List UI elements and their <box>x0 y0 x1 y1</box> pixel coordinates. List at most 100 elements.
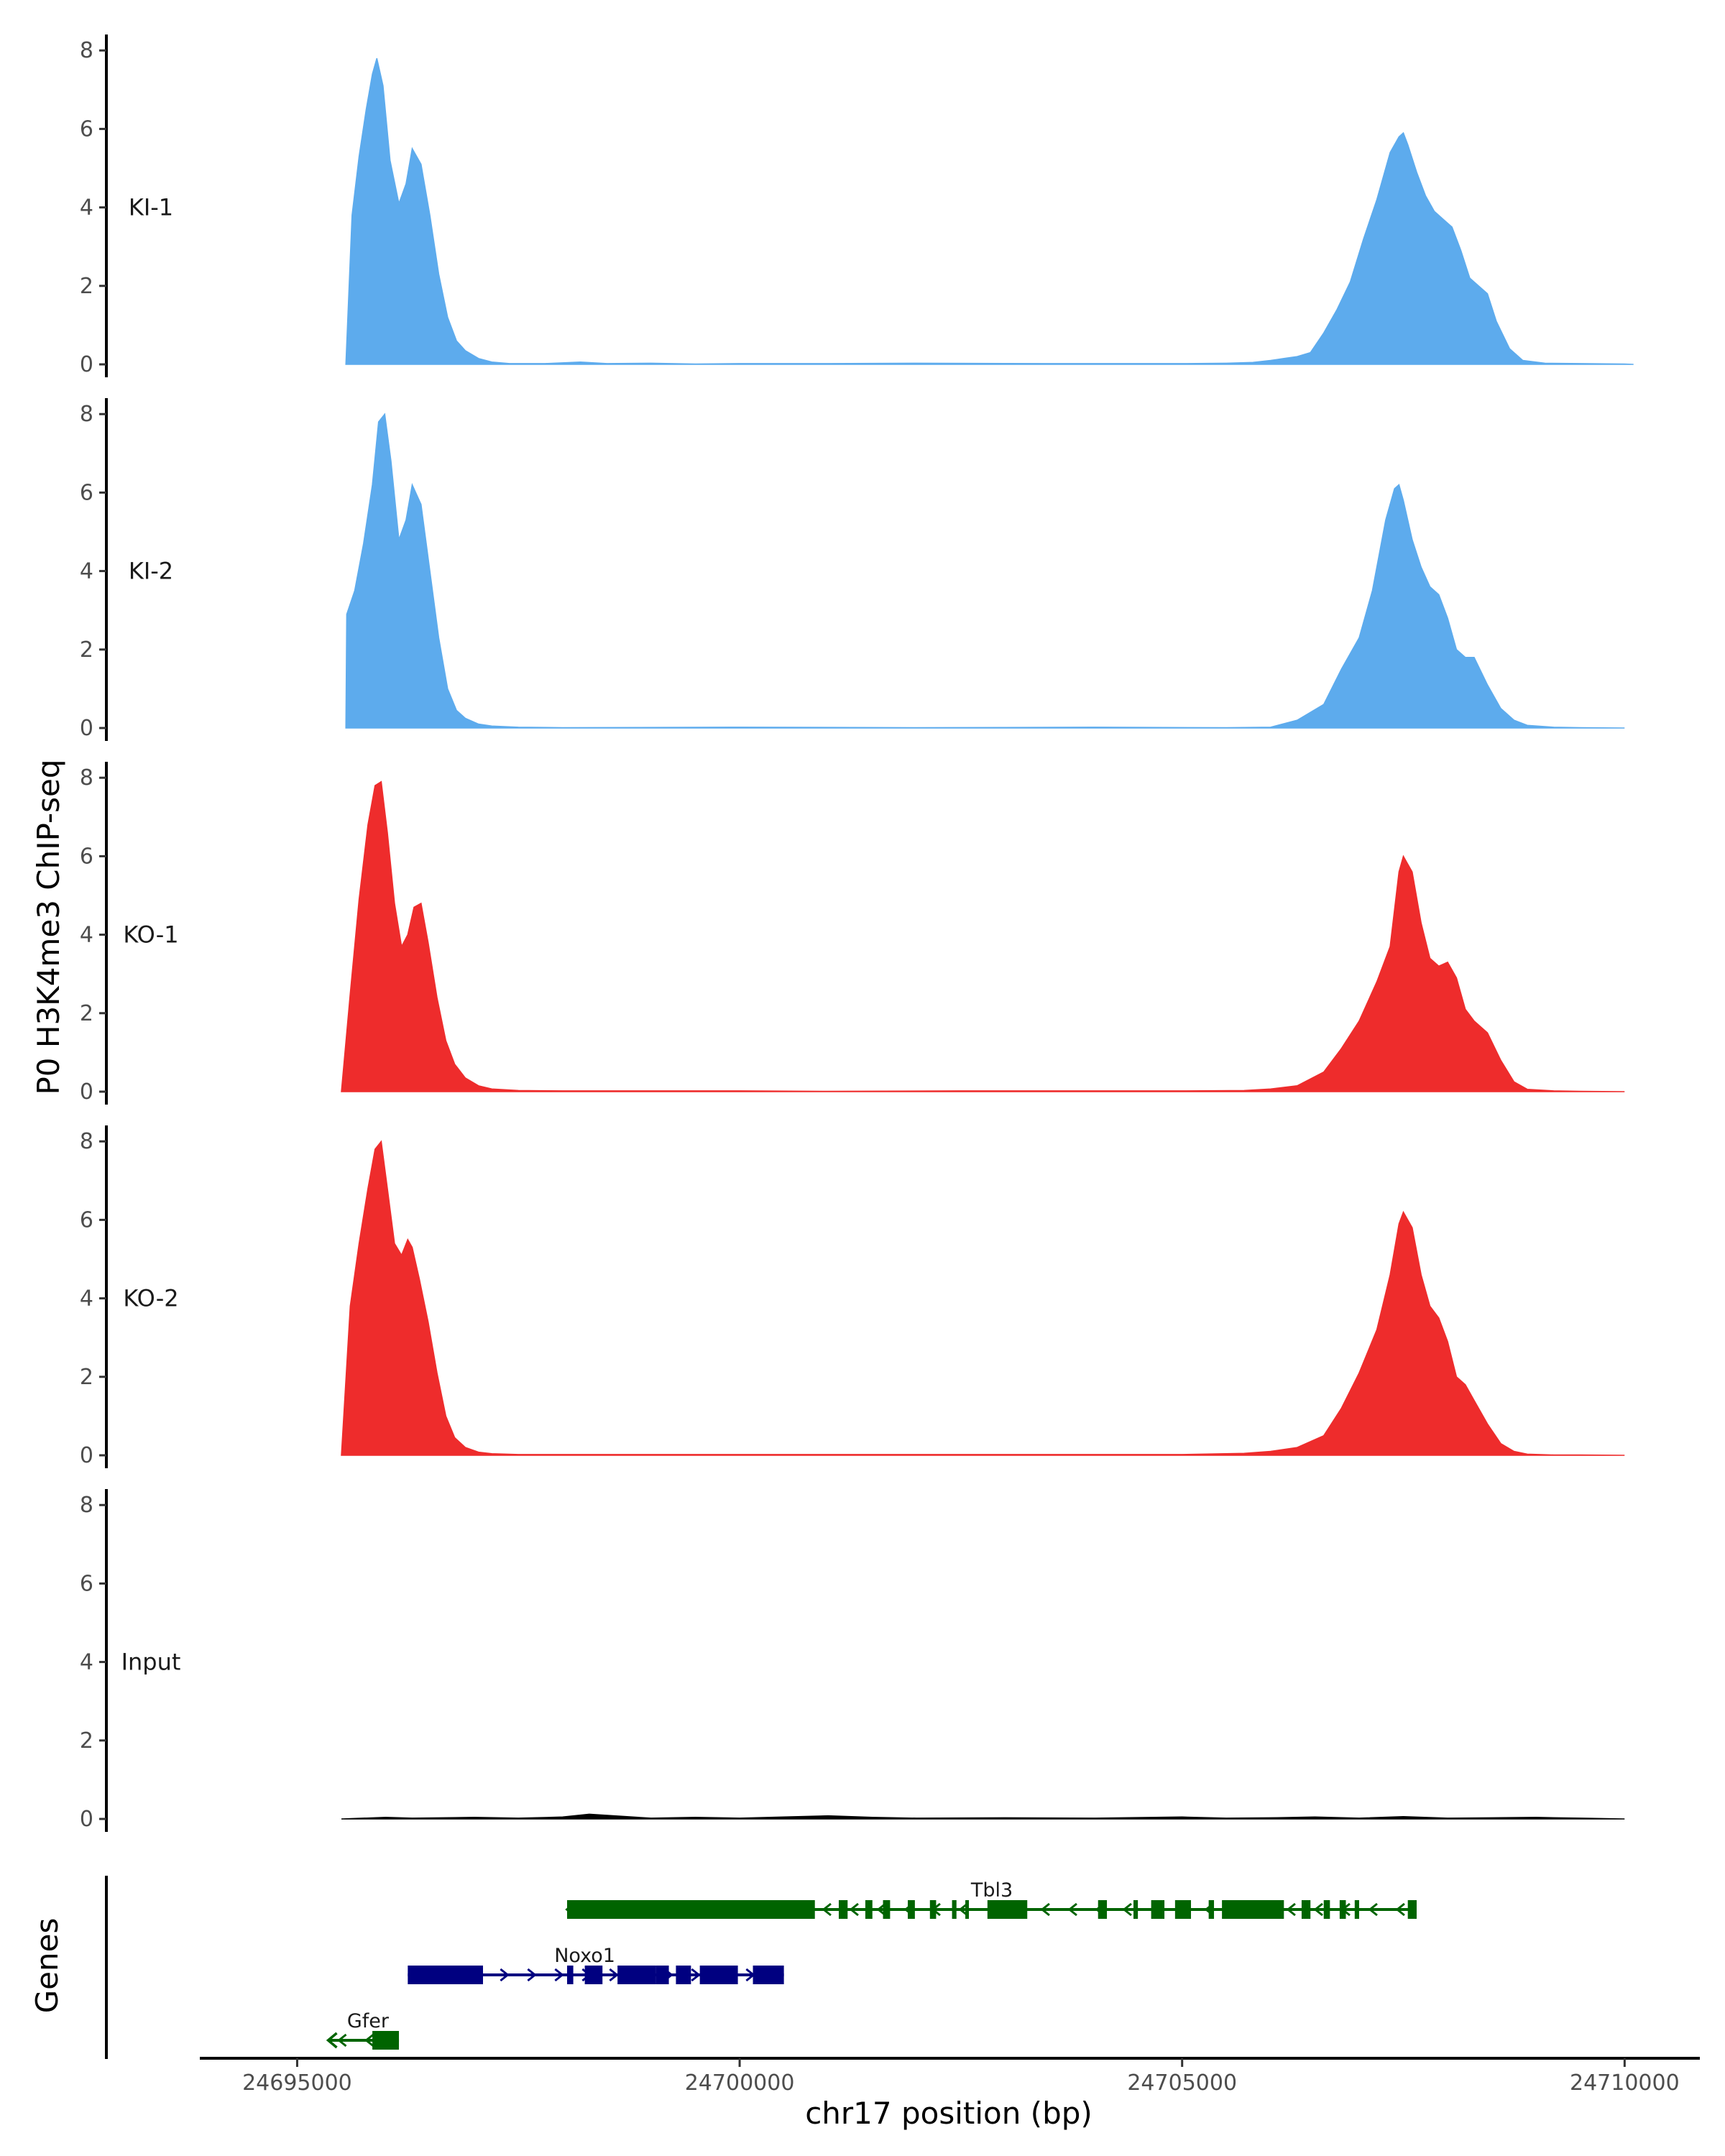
gene-exon <box>1208 1900 1215 1919</box>
y-tick-label: 8 <box>80 38 93 63</box>
coverage-area <box>341 1813 1625 1820</box>
strand-arrow <box>849 1902 859 1917</box>
strand-arrow <box>1286 1902 1296 1917</box>
track-ki-1: 0 2 4 6 8 KI-1 <box>80 34 1634 377</box>
gene-exon <box>753 1966 784 1984</box>
strand-arrow <box>337 2033 347 2047</box>
strand-arrow <box>822 1902 832 1917</box>
strand-arrow <box>554 1968 564 1982</box>
track-label: KO-2 <box>123 1285 178 1312</box>
gene-exon <box>408 1966 484 1984</box>
gene-exon <box>1222 1900 1284 1919</box>
y-tick-label: 4 <box>80 1650 93 1675</box>
y-tick-label: 8 <box>80 1493 93 1518</box>
track-label: Input <box>121 1649 181 1676</box>
strand-arrow <box>1313 1902 1323 1917</box>
gene-exon <box>929 1900 937 1919</box>
gene-exon <box>566 1966 574 1984</box>
gene-exon <box>1301 1900 1311 1919</box>
gene-exon <box>617 1966 656 1984</box>
strand-arrow <box>609 1968 619 1982</box>
gene-label: Noxo1 <box>554 1945 615 1967</box>
strand-arrow <box>527 1968 537 1982</box>
gene-exon <box>1407 1900 1417 1919</box>
gene-exon <box>699 1966 738 1984</box>
y-tick-label: 6 <box>80 480 93 505</box>
x-tick-label: 24695000 <box>242 2070 352 2096</box>
gene-exon <box>372 2031 400 2050</box>
coverage-area <box>341 780 1625 1092</box>
gene-exon <box>1174 1900 1192 1919</box>
gene-exon <box>656 1966 669 1984</box>
y-tick-label: 2 <box>80 637 93 663</box>
track-ki-2: 0 2 4 6 8 KI-2 <box>80 398 1625 741</box>
genes-axis-title: Genes <box>29 1918 65 2014</box>
y-tick-label: 6 <box>80 1571 93 1596</box>
y-tick-label: 8 <box>80 765 93 791</box>
y-tick-label: 4 <box>80 559 93 584</box>
y-tick-label: 4 <box>80 195 93 221</box>
gene-exon <box>676 1966 691 1984</box>
gene-exon <box>1151 1900 1165 1919</box>
track-ko-1: 0 2 4 6 8 KO-1 <box>80 762 1625 1105</box>
strand-arrow <box>364 2033 374 2047</box>
track-input: 0 2 4 6 8 Input <box>80 1489 1625 1832</box>
y-tick-label: 6 <box>80 844 93 869</box>
gene-noxo1: Noxo1 <box>408 1945 784 1984</box>
strand-arrow <box>500 1968 510 1982</box>
x-tick-label: 24710000 <box>1570 2070 1680 2096</box>
gene-exon <box>584 1966 603 1984</box>
gene-label: Tbl3 <box>970 1879 1013 1902</box>
track-label: KI-2 <box>129 558 173 585</box>
gene-exon <box>838 1900 848 1919</box>
x-tick-label: 24705000 <box>1127 2070 1237 2096</box>
strand-arrow <box>1040 1902 1050 1917</box>
genes-group: Tbl3 Noxo1 Gfer <box>105 1876 1417 2059</box>
y-tick-label: 0 <box>80 716 93 741</box>
gene-exon <box>883 1900 891 1919</box>
gene-exon <box>566 1900 815 1919</box>
coverage-area <box>341 1140 1625 1456</box>
gene-exon <box>987 1900 1028 1919</box>
y-tick-label: 2 <box>80 1365 93 1390</box>
strand-arrow <box>1067 1902 1077 1917</box>
x-tick-label: 24700000 <box>685 2070 795 2096</box>
gene-label: Gfer <box>347 2010 390 2032</box>
gene-exon <box>1354 1900 1359 1919</box>
gene-exon <box>865 1900 873 1919</box>
coverage-area <box>345 413 1625 729</box>
x-axis-title: chr17 position (bp) <box>805 2096 1092 2131</box>
track-label: KI-1 <box>129 194 173 221</box>
y-tick-label: 8 <box>80 1129 93 1154</box>
track-label: KO-1 <box>123 921 178 949</box>
gene-exon <box>1339 1900 1346 1919</box>
track-ko-2: 0 2 4 6 8 KO-2 <box>80 1125 1625 1468</box>
y-axis-title: P0 H3K4me3 ChIP-seq <box>31 759 66 1095</box>
y-tick-label: 8 <box>80 402 93 427</box>
y-tick-label: 0 <box>80 1443 93 1468</box>
x-axis: 24695000 24700000 24705000 24710000 <box>200 2057 1700 2096</box>
strand-arrow <box>1368 1902 1378 1917</box>
y-tick-label: 2 <box>80 1001 93 1026</box>
tracks-group: 0 2 4 6 8 KI-1 0 2 4 6 8 KI-2 0 2 4 6 8 KO-1 0 2 4 6 8 KO-2 0 2 4 6… <box>80 34 1634 1832</box>
gene-exon <box>1323 1900 1330 1919</box>
y-tick-label: 2 <box>80 274 93 299</box>
coverage-area <box>345 57 1634 365</box>
strand-arrow <box>1395 1902 1405 1917</box>
gene-exon <box>965 1900 970 1919</box>
y-tick-label: 6 <box>80 1207 93 1233</box>
y-tick-label: 4 <box>80 1286 93 1312</box>
gene-gfer: Gfer <box>326 2010 400 2050</box>
gene-exon <box>1133 1900 1138 1919</box>
y-tick-label: 6 <box>80 116 93 142</box>
y-tick-label: 2 <box>80 1728 93 1754</box>
gene-end-arrow <box>326 2032 338 2049</box>
gene-exon <box>1098 1900 1108 1919</box>
y-tick-label: 4 <box>80 923 93 948</box>
gene-exon <box>908 1900 915 1919</box>
y-tick-label: 0 <box>80 1807 93 1832</box>
strand-arrow <box>691 1968 701 1982</box>
strand-arrow <box>1122 1902 1132 1917</box>
gene-tbl3: Tbl3 <box>565 1879 1417 1919</box>
